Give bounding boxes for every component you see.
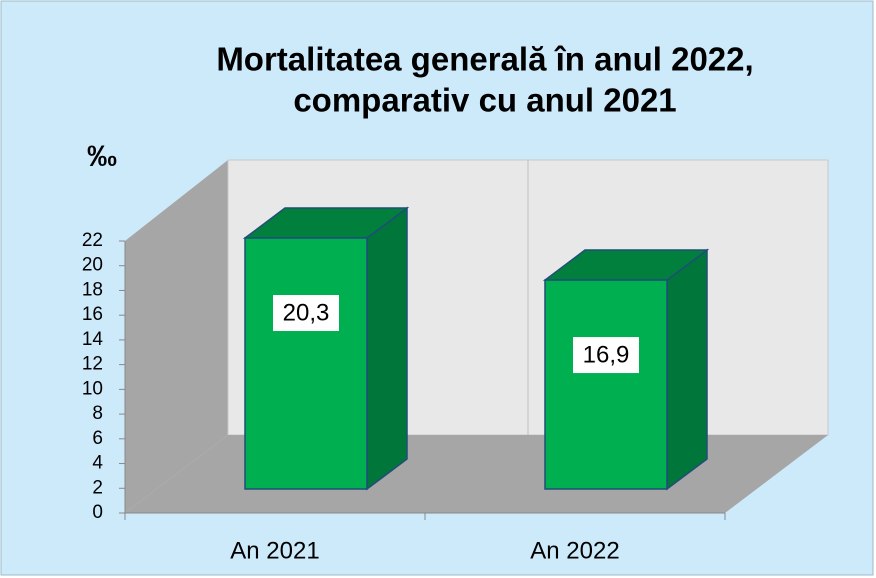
- x-tick-label: An 2022: [530, 537, 619, 564]
- bar-side: [666, 248, 708, 491]
- y-tick-label: 2: [92, 477, 103, 498]
- y-tick-label: 16: [82, 304, 103, 325]
- y-axis-label: ‰: [87, 140, 117, 173]
- y-tick-label: 8: [92, 403, 103, 424]
- y-tick-label: 6: [92, 428, 103, 449]
- y-tick-label: 22: [82, 230, 103, 251]
- value-label: 20,3: [283, 299, 330, 326]
- bar-side: [366, 206, 408, 491]
- y-tick-label: 0: [92, 502, 103, 523]
- y-tick-label: 10: [82, 378, 103, 399]
- side-wall: [125, 160, 228, 513]
- y-tick-label: 18: [82, 279, 103, 300]
- y-tick-label: 12: [82, 354, 103, 375]
- floor: [125, 435, 828, 513]
- x-tick-label: An 2021: [230, 537, 319, 564]
- chart-title: comparativ cu anul 2021: [293, 82, 676, 119]
- chart-title: Mortalitatea generală în anul 2022,: [216, 41, 753, 78]
- value-label-box: [273, 295, 339, 332]
- y-tick-label: 20: [82, 255, 103, 276]
- bar: [544, 279, 668, 490]
- value-label: 16,9: [583, 341, 630, 368]
- y-tick-label: 4: [92, 453, 103, 474]
- value-label-box: [573, 337, 639, 374]
- bar: [244, 237, 368, 490]
- y-tick-label: 14: [82, 329, 104, 350]
